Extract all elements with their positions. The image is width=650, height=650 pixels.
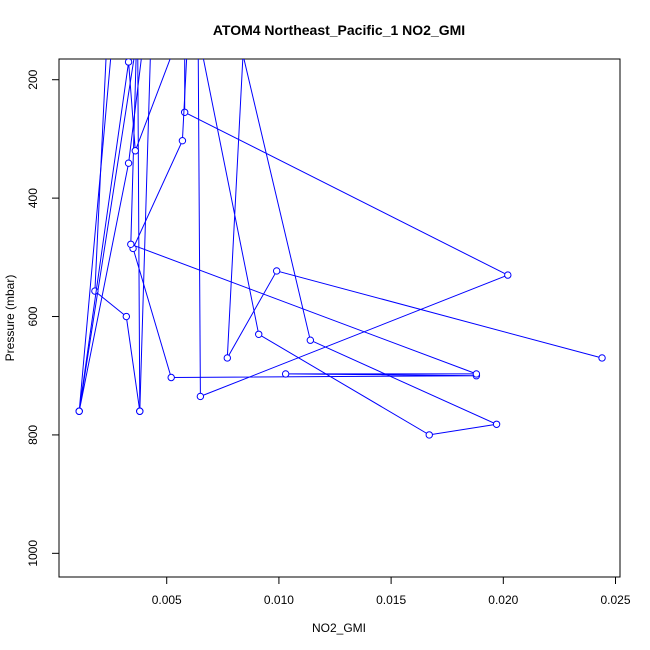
data-point bbox=[122, 312, 131, 321]
y-axis: 200 400 600 800 1000 bbox=[26, 69, 59, 567]
data-point bbox=[504, 271, 512, 279]
data-point bbox=[75, 407, 83, 415]
data-point bbox=[472, 370, 481, 378]
data-point bbox=[178, 136, 187, 145]
y-tick-label: 800 bbox=[26, 425, 40, 445]
y-tick-label: 400 bbox=[26, 188, 40, 208]
data-point bbox=[131, 147, 139, 155]
y-tick-label: 1000 bbox=[26, 540, 40, 567]
chart-title: ATOM4 Northeast_Pacific_1 NO2_GMI bbox=[213, 22, 465, 38]
series-line bbox=[78, 59, 603, 436]
data-point bbox=[425, 431, 433, 439]
y-axis-label: Pressure (mbar) bbox=[3, 275, 17, 362]
series-line bbox=[78, 59, 477, 412]
data-point bbox=[306, 336, 315, 344]
x-tick-label: 0.010 bbox=[264, 593, 294, 607]
x-tick-label: 0.015 bbox=[376, 593, 406, 607]
data-point bbox=[127, 240, 135, 248]
x-tick-label: 0.005 bbox=[152, 593, 182, 607]
x-axis: 0.005 0.010 0.015 0.020 0.025 bbox=[152, 577, 631, 607]
x-tick-label: 0.020 bbox=[488, 593, 518, 607]
data-point bbox=[281, 370, 290, 378]
y-tick-label: 200 bbox=[26, 69, 40, 89]
series-layer bbox=[75, 59, 606, 439]
data-point bbox=[598, 354, 606, 362]
x-tick-label: 0.025 bbox=[600, 593, 630, 607]
data-point bbox=[272, 267, 281, 275]
data-point bbox=[91, 287, 99, 295]
x-axis-label: NO2_GMI bbox=[312, 621, 366, 635]
data-point bbox=[124, 159, 133, 167]
data-point bbox=[136, 407, 144, 415]
data-point bbox=[124, 59, 133, 66]
data-point bbox=[255, 330, 263, 338]
data-point bbox=[196, 392, 205, 401]
y-tick-label: 600 bbox=[26, 306, 40, 326]
data-point bbox=[223, 354, 232, 362]
plot-frame bbox=[58, 58, 621, 578]
data-point bbox=[492, 420, 501, 428]
data-point bbox=[180, 108, 189, 116]
data-point bbox=[167, 373, 175, 382]
